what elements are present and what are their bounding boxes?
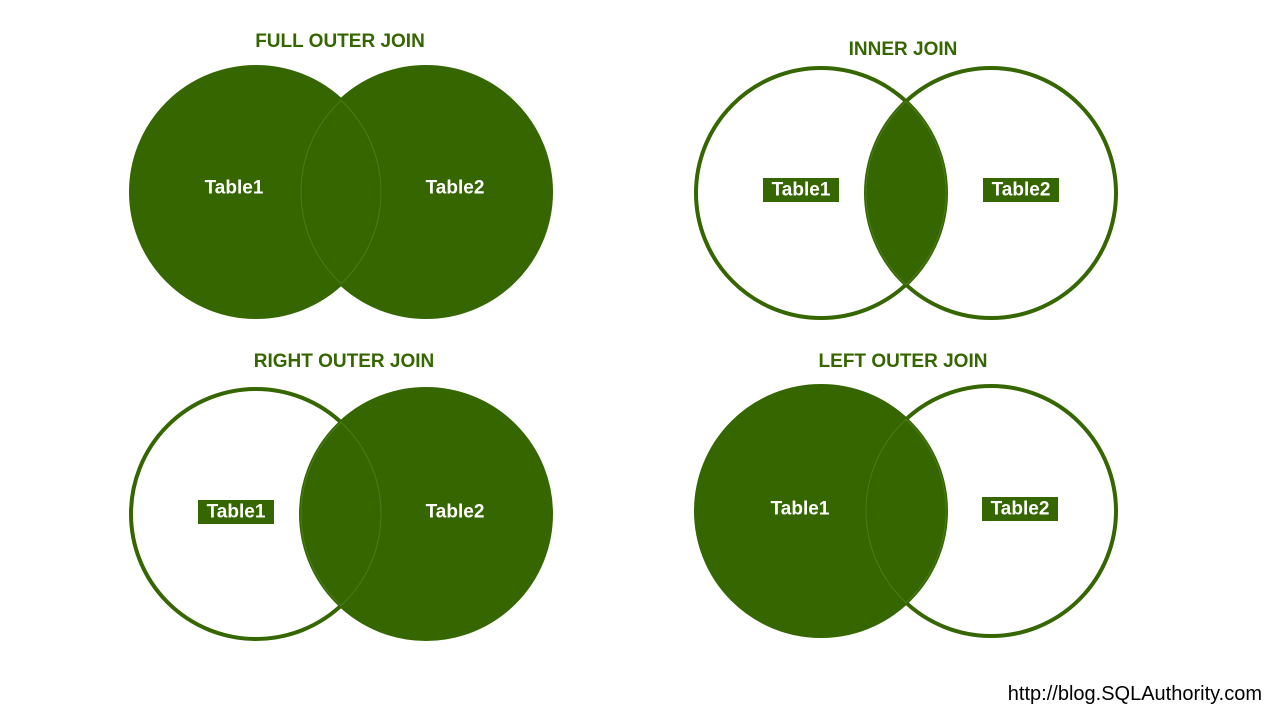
table2-label: Table2 [982,497,1058,521]
table1-label: Table1 [763,178,839,202]
diagram-title: LEFT OUTER JOIN [819,351,988,372]
venn-full-outer-join: FULL OUTER JOIN Table1 Table2 [129,31,553,319]
label-text: Table1 [771,499,830,520]
source-credit: http://blog.SQLAuthority.com [1007,683,1262,705]
diagram-title: INNER JOIN [849,39,958,60]
intersection-region [865,101,947,285]
label-text: Table2 [426,502,485,523]
label-text: Table1 [772,180,831,201]
intersection-seam [865,100,947,286]
label-box [198,500,274,524]
intersection-region [301,422,381,606]
label-text: Table1 [207,502,266,523]
right-only-region [341,388,552,639]
label-box [982,497,1058,521]
label-text: Table1 [205,178,264,199]
right-only-region [341,67,552,318]
label-text: Table2 [991,499,1050,520]
intersection-region [865,419,947,603]
label-text: Table2 [992,180,1051,201]
table1-label: Table1 [771,499,830,520]
venn-shapes [129,65,553,319]
intersection-seam [865,418,947,604]
venn-inner-join: INNER JOIN Table1 Table2 [694,39,1118,320]
label-text: Table2 [426,178,485,199]
table1-label: Table1 [198,500,274,524]
venn-right-outer-join: RIGHT OUTER JOIN Table1 Table2 [129,351,553,641]
venn-shapes [129,387,553,641]
table2-label: Table2 [426,178,485,199]
venn-left-outer-join: LEFT OUTER JOIN Table1 Table2 [694,351,1118,638]
table2-label: Table2 [426,502,485,523]
intersection-seam [300,99,382,285]
intersection-seam [300,421,382,607]
left-only-region [131,67,341,317]
venn-shapes [694,66,1118,320]
diagram-title: FULL OUTER JOIN [255,31,425,52]
label-box [763,178,839,202]
label-box [983,178,1059,202]
left-only-region [696,386,906,637]
venn-shapes [694,384,1118,638]
intersection-region [301,100,382,284]
table2-label: Table2 [983,178,1059,202]
diagram-title: RIGHT OUTER JOIN [254,351,435,372]
table1-label: Table1 [205,178,264,199]
